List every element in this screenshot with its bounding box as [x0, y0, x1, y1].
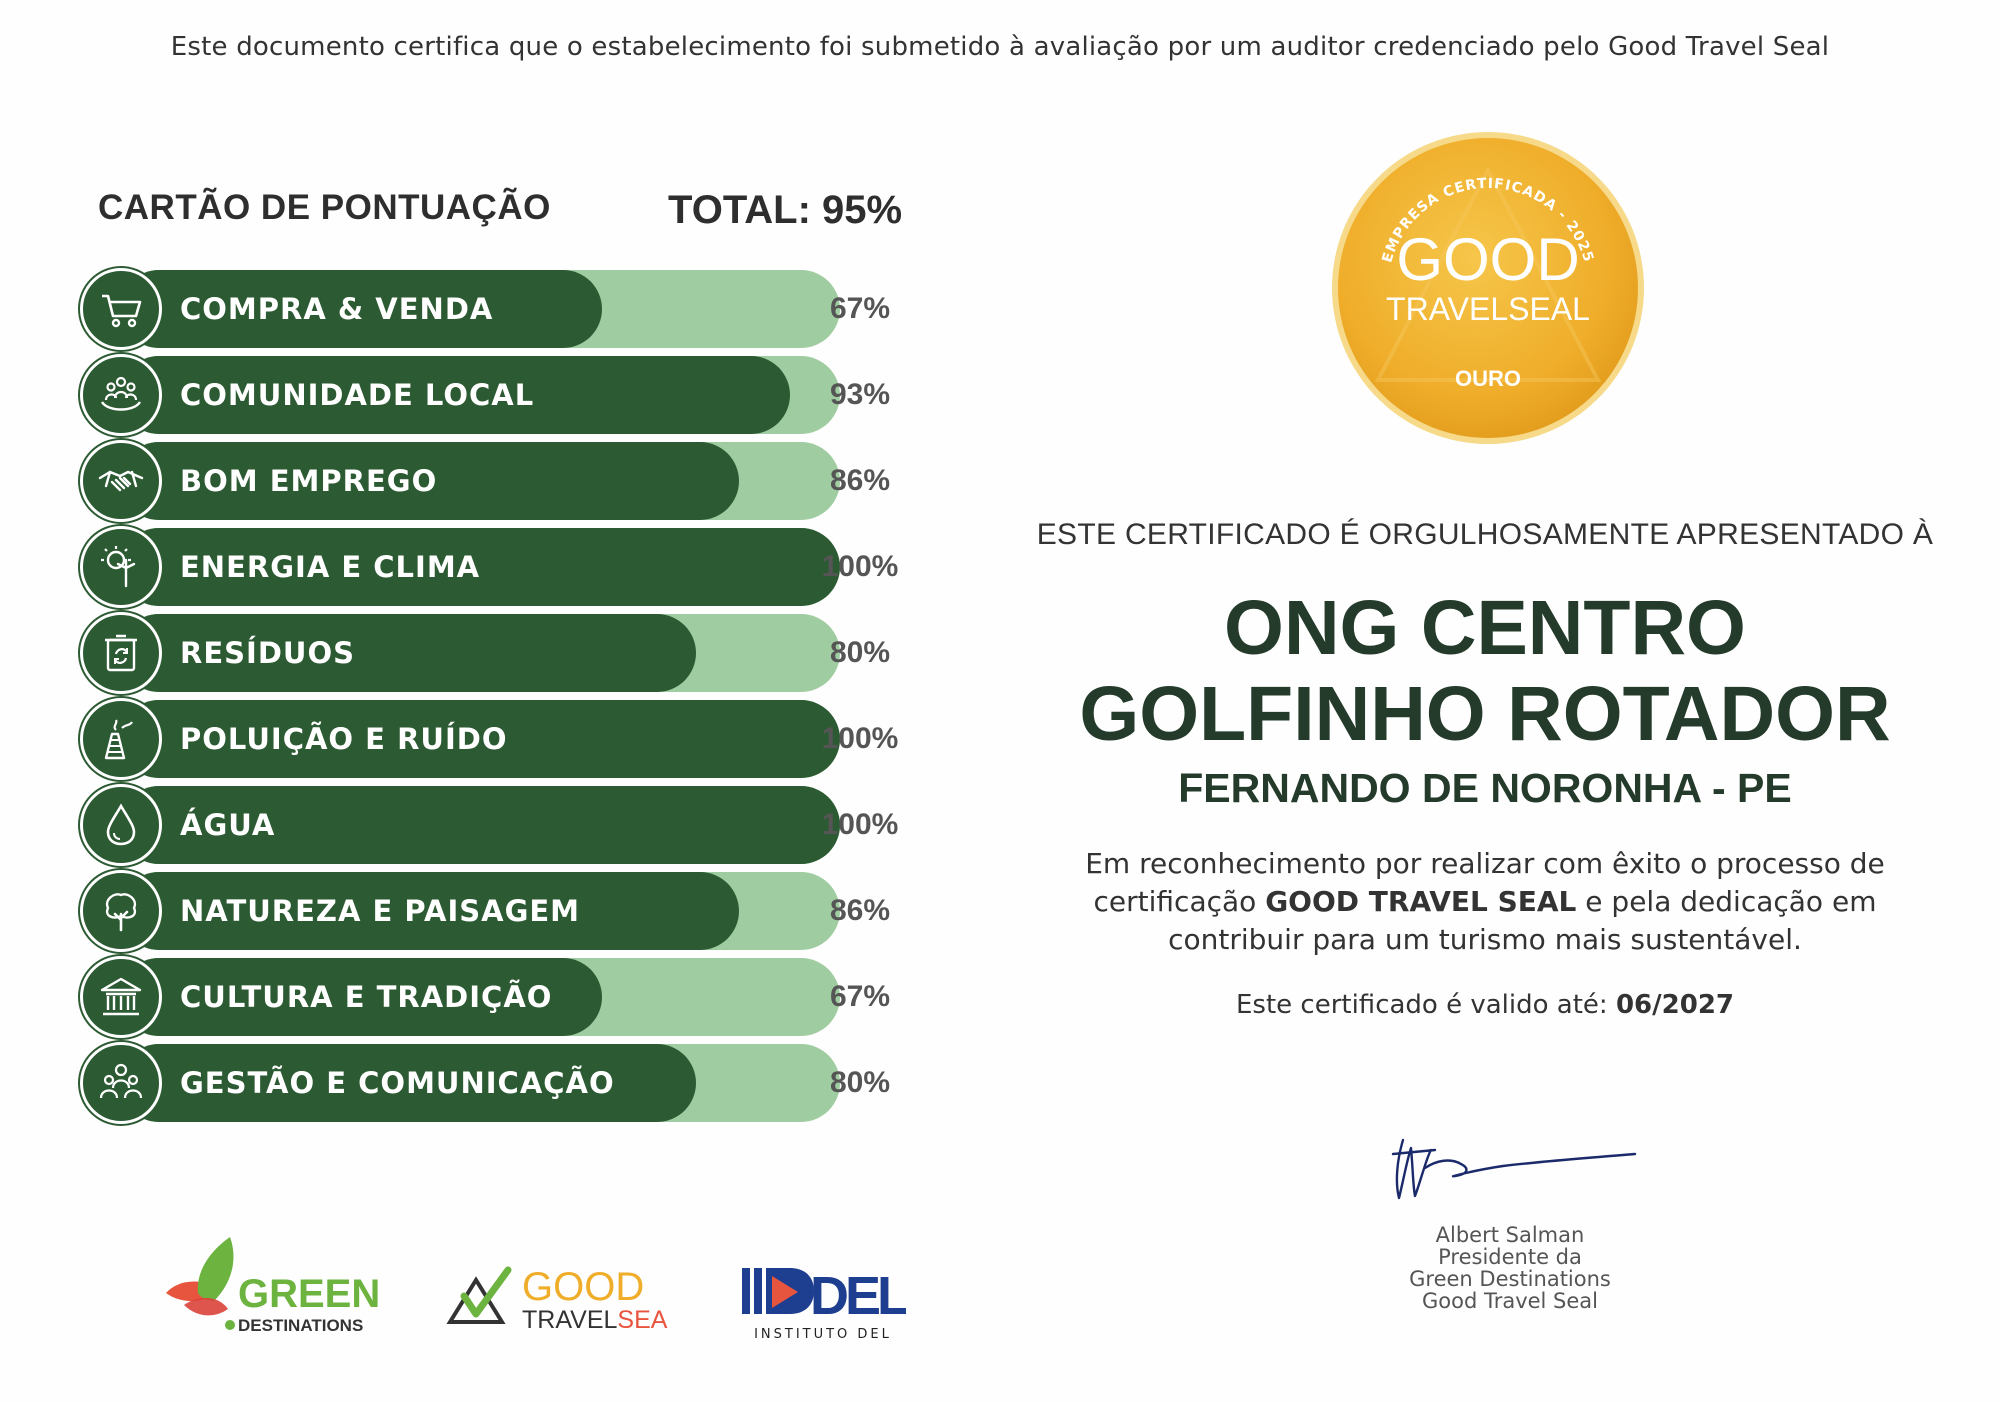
svg-text:DESTINATIONS: DESTINATIONS — [238, 1316, 363, 1335]
score-label: CULTURA E TRADIÇÃO — [180, 980, 553, 1014]
score-row: NATUREZA E PAISAGEM 86% — [80, 870, 920, 952]
svg-text:TRAVELSEAL: TRAVELSEAL — [522, 1306, 668, 1334]
certification-note: Este documento certifica que o estabelec… — [170, 32, 1830, 62]
score-row: ENERGIA E CLIMA 100% — [80, 526, 920, 608]
recognition-line-2-start: certificação — [1093, 885, 1266, 918]
score-row: BOM EMPREGO 86% — [80, 440, 920, 522]
score-bar-track — [120, 356, 840, 434]
green-destinations-logo: GREEN DESTINATIONS — [166, 1237, 378, 1335]
signer-block: Albert Salman Presidente da Green Destin… — [1360, 1224, 1660, 1312]
signer-title-3: Good Travel Seal — [1421, 1289, 1599, 1313]
score-bar-fill — [120, 528, 840, 606]
score-bar-fill — [120, 786, 840, 864]
score-percent: 93% — [829, 378, 891, 411]
scorecard-total: TOTAL: 95% — [668, 188, 903, 232]
svg-text:GOOD: GOOD — [522, 1265, 644, 1309]
score-bar-fill — [120, 872, 740, 950]
recognition-line-2-end: e pela dedicação em — [1576, 885, 1877, 918]
validity-line: Este certificado é valido até: 06/2027 — [1000, 990, 1970, 1020]
score-row: ÁGUA 100% — [80, 784, 920, 866]
community-icon — [80, 354, 162, 436]
score-percent: 67% — [829, 980, 891, 1013]
signature — [1391, 1138, 1637, 1200]
good-travel-seal-badge: EMPRESA CERTIFICADA - 2025 GOOD TRAVELSE… — [1332, 132, 1644, 444]
water-drop-icon — [80, 784, 162, 866]
score-percent: 80% — [829, 636, 891, 669]
score-row: GESTÃO E COMUNICAÇÃO 80% — [80, 1042, 920, 1124]
score-bar-track — [120, 872, 840, 950]
management-icon — [80, 1042, 162, 1124]
scorecard-title: CARTÃO DE PONTUAÇÃO — [98, 188, 551, 227]
score-label: ÁGUA — [180, 808, 276, 842]
organization-location: FERNANDO DE NORONHA - PE — [1178, 765, 1792, 811]
score-bar-fill — [120, 356, 790, 434]
score-row: COMUNIDADE LOCAL 93% — [80, 354, 920, 436]
svg-text:GREEN: GREEN — [238, 1272, 378, 1316]
museum-icon — [80, 956, 162, 1038]
handshake-icon — [80, 440, 162, 522]
score-bar-track — [120, 442, 840, 520]
score-bar-track — [120, 1044, 840, 1122]
recognition-text: Em reconhecimento por realizar com êxito… — [1070, 845, 1900, 959]
good-travel-seal-logo: GOOD TRAVELSEAL — [446, 1265, 668, 1334]
score-bar-fill — [120, 614, 696, 692]
recognition-line-1: Em reconhecimento por realizar com êxito… — [1085, 847, 1885, 880]
score-percent: 100% — [821, 550, 899, 583]
signer-name: Albert Salman — [1435, 1223, 1585, 1247]
svg-text:DEL: DEL — [810, 1266, 906, 1326]
score-bar-fill — [120, 442, 740, 520]
signer-title-1: Presidente da — [1438, 1245, 1582, 1269]
score-row: COMPRA & VENDA 67% — [80, 268, 920, 350]
score-percent: 100% — [821, 808, 899, 841]
recognition-line-2: certificação GOOD TRAVEL SEAL e pela ded… — [1070, 883, 1900, 921]
organization-name: ONG CENTRO GOLFINHO ROTADOR — [1000, 585, 1970, 757]
score-label: ENERGIA E CLIMA — [180, 550, 481, 584]
signer-title-2: Green Destinations — [1409, 1267, 1611, 1291]
validity-date: 06/2027 — [1615, 990, 1734, 1020]
score-percent: 86% — [829, 464, 891, 497]
score-label: NATUREZA E PAISAGEM — [180, 894, 581, 928]
score-bar-track — [120, 270, 840, 348]
tree-icon — [80, 870, 162, 952]
score-percent: 67% — [829, 292, 891, 325]
energy-icon — [80, 526, 162, 608]
seal-travelseal-text: TRAVELSEAL — [1386, 291, 1590, 327]
score-bar-track — [120, 528, 840, 606]
seal-good-text: GOOD — [1396, 226, 1579, 293]
score-label: RESÍDUOS — [180, 636, 355, 670]
score-row: CULTURA E TRADIÇÃO 67% — [80, 956, 920, 1038]
score-label: POLUIÇÃO E RUÍDO — [180, 722, 508, 756]
score-label: BOM EMPREGO — [180, 464, 438, 498]
score-bar-fill — [120, 1044, 696, 1122]
organization-name-line-1: ONG CENTRO — [1224, 585, 1746, 671]
score-bar-fill — [120, 958, 603, 1036]
score-label: GESTÃO E COMUNICAÇÃO — [180, 1066, 615, 1100]
score-row: RESÍDUOS 80% — [80, 612, 920, 694]
recognition-program-name: GOOD TRAVEL SEAL — [1265, 885, 1577, 918]
score-bar-fill — [120, 270, 603, 348]
presented-to-heading: ESTE CERTIFICADO É ORGULHOSAMENTE APRESE… — [1036, 518, 1934, 551]
factory-icon — [80, 698, 162, 780]
instituto-del-logo: DEL INSTITUTO DEL — [742, 1266, 906, 1342]
recycle-bin-icon — [80, 612, 162, 694]
cart-icon — [80, 268, 162, 350]
organization-name-line-2: GOLFINHO ROTADOR — [1079, 671, 1891, 757]
score-bar-fill — [120, 700, 840, 778]
svg-text:INSTITUTO DEL: INSTITUTO DEL — [754, 1327, 892, 1342]
score-percent: 86% — [829, 894, 891, 927]
score-row: POLUIÇÃO E RUÍDO 100% — [80, 698, 920, 780]
score-percent: 80% — [829, 1066, 891, 1099]
recognition-line-3: contribuir para um turismo mais sustentá… — [1168, 923, 1802, 956]
score-bar-track — [120, 958, 840, 1036]
score-percent: 100% — [821, 722, 899, 755]
score-label: COMUNIDADE LOCAL — [180, 378, 535, 412]
score-bar-track — [120, 786, 840, 864]
score-bar-track — [120, 700, 840, 778]
validity-label: Este certificado é valido até: — [1235, 990, 1616, 1020]
score-bar-track — [120, 614, 840, 692]
seal-level-text: OURO — [1455, 366, 1521, 391]
score-label: COMPRA & VENDA — [180, 292, 494, 326]
